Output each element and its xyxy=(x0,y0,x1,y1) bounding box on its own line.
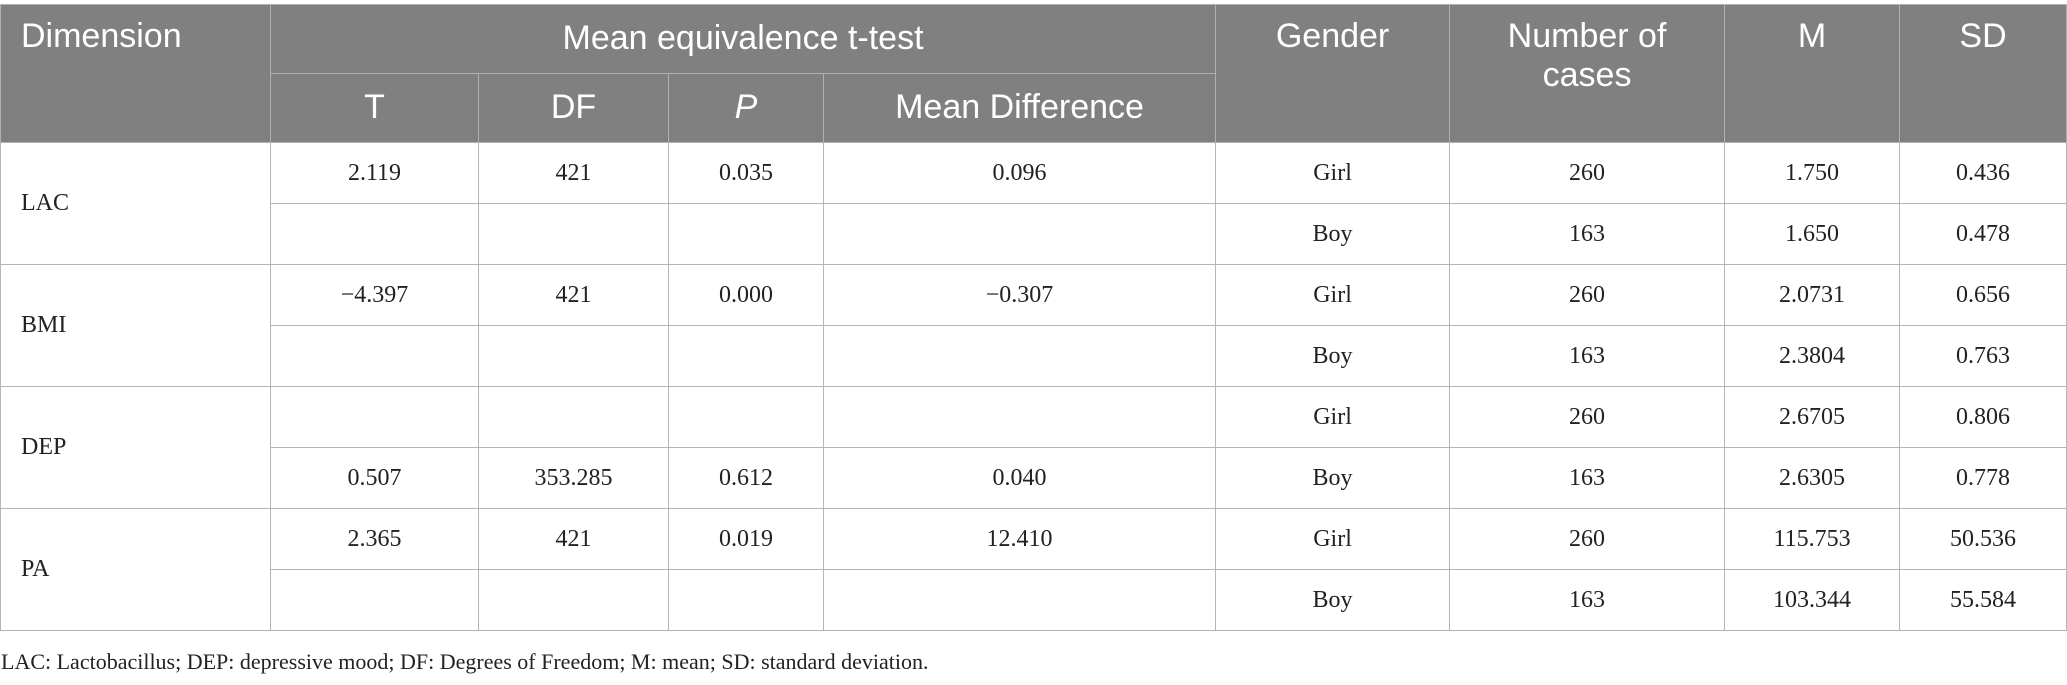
p-cell xyxy=(668,569,824,631)
df-cell: 421 xyxy=(478,508,669,570)
table-body: LAC 2.119 421 0.035 0.096 Girl 260 1.750… xyxy=(0,142,2067,631)
gender-cell: Boy xyxy=(1215,569,1451,631)
header-sd: SD xyxy=(1899,4,2067,143)
gender-cell: Boy xyxy=(1215,447,1451,509)
header-row-2: T DF P Mean Difference xyxy=(1,73,2067,143)
sd-cell: 0.806 xyxy=(1899,386,2067,448)
gender-cell: Girl xyxy=(1215,264,1451,326)
t-cell: 2.365 xyxy=(270,508,479,570)
cases-cell: 163 xyxy=(1449,447,1726,509)
header-mean-difference: Mean Difference xyxy=(822,73,1217,143)
header-df: DF xyxy=(478,73,669,143)
table-row: Boy 163 1.650 0.478 xyxy=(1,203,2067,265)
header-number-of-cases: Number of cases xyxy=(1449,4,1726,143)
gender-cell: Boy xyxy=(1215,325,1451,387)
cases-cell: 260 xyxy=(1449,386,1726,448)
mean-difference-cell: 0.096 xyxy=(822,142,1217,204)
cases-cell: 163 xyxy=(1449,569,1726,631)
m-cell: 1.650 xyxy=(1724,203,1901,265)
p-cell xyxy=(668,325,824,387)
m-cell: 103.344 xyxy=(1724,569,1901,631)
p-cell: 0.019 xyxy=(668,508,824,570)
m-cell: 2.6705 xyxy=(1724,386,1901,448)
m-cell: 115.753 xyxy=(1724,508,1901,570)
t-cell: −4.397 xyxy=(270,264,479,326)
results-table: Dimension Mean equivalence t-test Gender… xyxy=(0,4,2067,631)
sd-cell: 0.478 xyxy=(1899,203,2067,265)
table-row: 0.507 353.285 0.612 0.040 Boy 163 2.6305… xyxy=(1,447,2067,509)
sd-cell: 55.584 xyxy=(1899,569,2067,631)
p-cell: 0.035 xyxy=(668,142,824,204)
table-row: DEP Girl 260 2.6705 0.806 xyxy=(0,386,2067,509)
mean-difference-cell xyxy=(822,203,1217,265)
results-table-wrapper: Dimension Mean equivalence t-test Gender… xyxy=(0,4,2067,631)
t-cell xyxy=(270,386,479,448)
t-cell: 2.119 xyxy=(270,142,479,204)
gender-cell: Girl xyxy=(1215,142,1451,204)
mean-difference-cell: −0.307 xyxy=(822,264,1217,326)
header-m: M xyxy=(1724,4,1901,143)
mean-difference-cell: 12.410 xyxy=(822,508,1217,570)
header-t: T xyxy=(270,73,479,143)
dimension-cell: LAC xyxy=(0,142,271,265)
gender-cell: Girl xyxy=(1215,386,1451,448)
p-cell xyxy=(668,203,824,265)
t-cell xyxy=(270,569,479,631)
header-gender: Gender xyxy=(1215,4,1451,143)
sd-cell: 0.778 xyxy=(1899,447,2067,509)
gender-cell: Boy xyxy=(1215,203,1451,265)
m-cell: 1.750 xyxy=(1724,142,1901,204)
dimension-cell: PA xyxy=(0,508,271,631)
t-cell: 0.507 xyxy=(270,447,479,509)
header-p: P xyxy=(668,73,824,143)
header-dimension: Dimension xyxy=(0,4,271,143)
m-cell: 2.0731 xyxy=(1724,264,1901,326)
df-cell xyxy=(478,569,669,631)
sd-cell: 0.656 xyxy=(1899,264,2067,326)
cases-cell: 260 xyxy=(1449,142,1726,204)
mean-difference-cell xyxy=(822,325,1217,387)
m-cell: 2.6305 xyxy=(1724,447,1901,509)
p-cell: 0.612 xyxy=(668,447,824,509)
m-cell: 2.3804 xyxy=(1724,325,1901,387)
cases-cell: 260 xyxy=(1449,264,1726,326)
t-cell xyxy=(270,325,479,387)
table-row: BMI −4.397 421 0.000 −0.307 Girl 260 2.0… xyxy=(0,264,2067,387)
sd-cell: 0.763 xyxy=(1899,325,2067,387)
p-cell: 0.000 xyxy=(668,264,824,326)
cases-cell: 260 xyxy=(1449,508,1726,570)
df-cell: 421 xyxy=(478,264,669,326)
header-row-1: Dimension Mean equivalence t-test Gender… xyxy=(0,4,2067,143)
dimension-cell: BMI xyxy=(0,264,271,387)
table-row: Boy 163 103.344 55.584 xyxy=(1,569,2067,631)
mean-difference-cell: 0.040 xyxy=(822,447,1217,509)
header-mean-equivalence-group: Mean equivalence t-test xyxy=(269,4,1217,74)
dimension-cell: DEP xyxy=(0,386,271,509)
table-row: LAC 2.119 421 0.035 0.096 Girl 260 1.750… xyxy=(0,142,2067,265)
gender-cell: Girl xyxy=(1215,508,1451,570)
table-header: Dimension Mean equivalence t-test Gender… xyxy=(0,4,2067,143)
df-cell: 421 xyxy=(478,142,669,204)
p-cell xyxy=(668,386,824,448)
sd-cell: 50.536 xyxy=(1899,508,2067,570)
cases-cell: 163 xyxy=(1449,325,1726,387)
df-cell xyxy=(478,203,669,265)
table-row: Boy 163 2.3804 0.763 xyxy=(1,325,2067,387)
cases-cell: 163 xyxy=(1449,203,1726,265)
sd-cell: 0.436 xyxy=(1899,142,2067,204)
table-row: PA 2.365 421 0.019 12.410 Girl 260 115.7… xyxy=(0,508,2067,631)
t-cell xyxy=(270,203,479,265)
mean-difference-cell xyxy=(822,569,1217,631)
df-cell xyxy=(478,325,669,387)
df-cell xyxy=(478,386,669,448)
table-footnote: LAC: Lactobacillus; DEP: depressive mood… xyxy=(1,649,929,674)
df-cell: 353.285 xyxy=(478,447,669,509)
mean-difference-cell xyxy=(822,386,1217,448)
